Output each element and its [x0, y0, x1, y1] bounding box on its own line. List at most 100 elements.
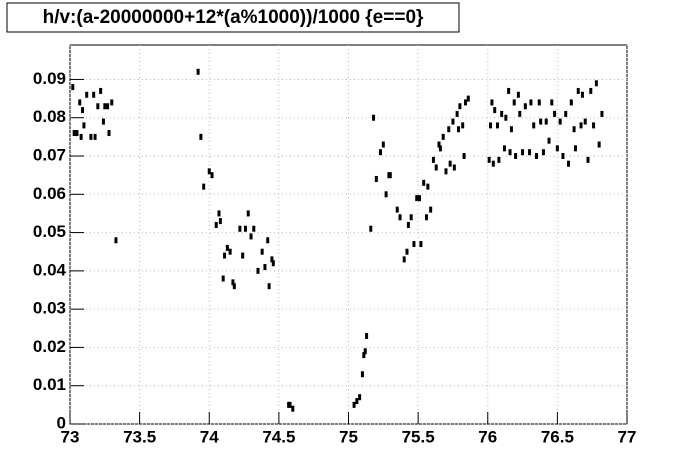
data-point — [448, 160, 452, 167]
data-point — [288, 401, 292, 408]
data-point — [507, 87, 511, 94]
data-point — [358, 394, 362, 401]
data-point — [388, 172, 392, 179]
data-point — [360, 371, 364, 378]
data-point — [374, 175, 378, 182]
data-point — [516, 91, 520, 98]
data-point — [271, 260, 275, 267]
data-point — [573, 145, 577, 152]
data-point — [434, 164, 438, 171]
y-tick-label: 0 — [57, 413, 66, 432]
data-point — [441, 133, 445, 140]
data-point — [238, 225, 242, 232]
data-point — [406, 221, 410, 228]
data-point — [528, 149, 532, 156]
data-point — [586, 156, 590, 163]
data-point — [256, 267, 260, 274]
data-point — [444, 168, 448, 175]
data-point — [218, 218, 222, 225]
data-point — [452, 164, 456, 171]
data-point — [202, 183, 206, 190]
data-point — [561, 153, 565, 160]
data-point — [260, 248, 264, 255]
data-point — [438, 145, 442, 152]
data-point — [398, 214, 402, 221]
data-point — [231, 279, 235, 286]
data-point — [241, 252, 245, 259]
data-point — [352, 401, 356, 408]
data-point — [580, 91, 584, 98]
data-point — [246, 210, 250, 217]
data-point — [422, 179, 426, 186]
data-point — [489, 122, 493, 129]
data-point — [106, 103, 110, 110]
data-point — [534, 153, 538, 160]
data-point — [199, 133, 203, 140]
data-point — [455, 110, 459, 117]
data-point — [569, 99, 573, 106]
data-point — [99, 87, 103, 94]
data-point — [379, 149, 383, 156]
data-point — [291, 405, 295, 412]
data-point — [225, 244, 229, 251]
data-point — [463, 99, 467, 106]
y-tick-label: 0.09 — [33, 69, 66, 88]
y-tick-label: 0.08 — [33, 107, 66, 126]
data-point — [217, 210, 221, 217]
data-point — [547, 137, 551, 144]
data-point — [263, 264, 267, 271]
data-point — [461, 122, 465, 129]
data-point — [504, 114, 508, 121]
data-point — [110, 99, 114, 106]
data-point — [523, 103, 527, 110]
data-point — [491, 160, 495, 167]
data-point — [558, 118, 562, 125]
y-tick-label: 0.04 — [33, 260, 67, 279]
data-point — [457, 126, 461, 133]
y-tick-label: 0.06 — [33, 184, 66, 203]
data-point — [214, 221, 218, 228]
data-point — [600, 110, 604, 117]
data-point — [82, 122, 86, 129]
data-point — [509, 126, 513, 133]
data-point — [72, 130, 76, 137]
data-point — [579, 122, 583, 129]
data-point — [594, 80, 598, 87]
data-point — [487, 156, 491, 163]
x-tick-label: 73 — [61, 427, 80, 446]
data-point — [267, 283, 271, 290]
data-point — [372, 114, 376, 121]
y-tick-label: 0.07 — [33, 146, 66, 165]
data-point — [409, 214, 413, 221]
x-tick-label: 76 — [478, 427, 497, 446]
data-point — [431, 156, 435, 163]
data-point — [78, 99, 82, 106]
data-point — [508, 149, 512, 156]
data-point — [537, 99, 541, 106]
data-point — [462, 153, 466, 160]
data-point — [85, 91, 89, 98]
data-point — [532, 122, 536, 129]
data-point — [369, 225, 373, 232]
data-point — [495, 122, 499, 129]
data-point — [196, 68, 200, 75]
data-point — [576, 87, 580, 94]
data-point — [451, 118, 455, 125]
y-tick-label: 0.03 — [33, 299, 66, 318]
data-point — [103, 103, 107, 110]
data-point — [381, 141, 385, 148]
data-point — [232, 283, 236, 290]
chart-title: h/v:(a-20000000+12*(a%1000))/1000 {e==0} — [43, 7, 424, 28]
data-point — [412, 241, 416, 248]
data-point — [497, 156, 501, 163]
data-point — [89, 133, 93, 140]
data-point — [553, 110, 557, 117]
data-point — [395, 206, 399, 213]
data-point — [107, 130, 111, 137]
data-point — [518, 110, 522, 117]
data-point — [539, 118, 543, 125]
data-point — [521, 149, 525, 156]
data-point — [429, 206, 433, 213]
data-point — [93, 133, 97, 140]
